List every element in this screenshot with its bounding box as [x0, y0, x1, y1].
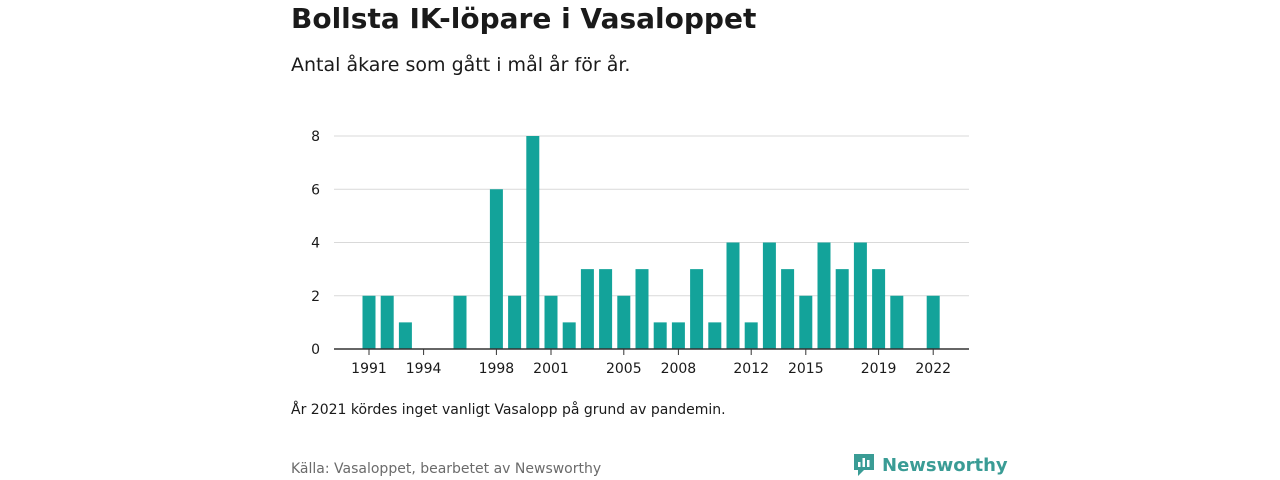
x-tick-label: 1998 [479, 361, 515, 377]
y-tick-label: 8 [311, 129, 320, 145]
bar-1992 [380, 295, 394, 349]
y-tick-label: 2 [311, 289, 320, 305]
newsworthy-logo[interactable]: Newsworthy [852, 452, 1008, 478]
bar-2019 [872, 269, 886, 349]
bar-2013 [762, 242, 776, 349]
x-tick-label: 2012 [733, 361, 769, 377]
bars [362, 136, 940, 349]
newsworthy-logo-icon [854, 454, 874, 476]
bar-2002 [562, 322, 576, 349]
bar-2015 [799, 295, 813, 349]
x-tick-label: 2001 [533, 361, 569, 377]
bar-2010 [708, 322, 722, 349]
bar-2001 [544, 295, 558, 349]
y-tick-label: 6 [311, 182, 320, 198]
bar-2000 [526, 136, 540, 349]
bar-2004 [599, 269, 613, 349]
chart-subtitle: Antal åkare som gått i mål år för år. [291, 54, 631, 76]
bar-1993 [398, 322, 412, 349]
bar-2005 [617, 295, 631, 349]
bar-2012 [744, 322, 758, 349]
x-tick-label: 1991 [351, 361, 387, 377]
bar-2018 [853, 242, 867, 349]
y-tick-label: 4 [311, 236, 320, 252]
source-text: Källa: Vasaloppet, bearbetet av Newswort… [291, 461, 602, 477]
bar-1996 [453, 295, 467, 349]
y-tick-labels: 0 2 4 6 8 [311, 129, 320, 358]
bar-2006 [635, 269, 649, 349]
bar-2003 [580, 269, 594, 349]
x-tick-label: 1994 [406, 361, 442, 377]
bar-2017 [835, 269, 849, 349]
bar-1999 [508, 295, 522, 349]
bar-2020 [890, 295, 904, 349]
bar-1991 [362, 295, 376, 349]
x-tick-label: 2019 [861, 361, 897, 377]
bar-chart: 0 2 4 6 8 1991 1994 1998 2001 2005 2008 2012 2015 20… [311, 129, 969, 377]
bar-2014 [781, 269, 795, 349]
y-tick-label: 0 [311, 342, 320, 358]
bar-2022 [926, 295, 940, 349]
chart-note: År 2021 kördes inget vanligt Vasalopp på… [291, 402, 726, 418]
bar-2011 [726, 242, 740, 349]
x-tick-label: 2022 [915, 361, 951, 377]
bar-2008 [671, 322, 685, 349]
chart-title: Bollsta IK-löpare i Vasaloppet [291, 2, 757, 35]
x-tick-label: 2015 [788, 361, 824, 377]
x-tick-label: 2005 [606, 361, 642, 377]
bar-1998 [489, 189, 503, 349]
x-tick-labels: 1991 1994 1998 2001 2005 2008 2012 2015 2019 2022 [351, 349, 951, 377]
bar-2007 [653, 322, 667, 349]
brand-name: Newsworthy [882, 454, 1008, 476]
bar-2009 [690, 269, 704, 349]
x-tick-label: 2008 [661, 361, 697, 377]
bar-2016 [817, 242, 831, 349]
